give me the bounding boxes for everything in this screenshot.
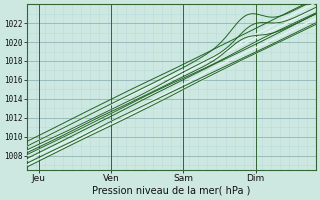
X-axis label: Pression niveau de la mer( hPa ): Pression niveau de la mer( hPa ): [92, 186, 251, 196]
